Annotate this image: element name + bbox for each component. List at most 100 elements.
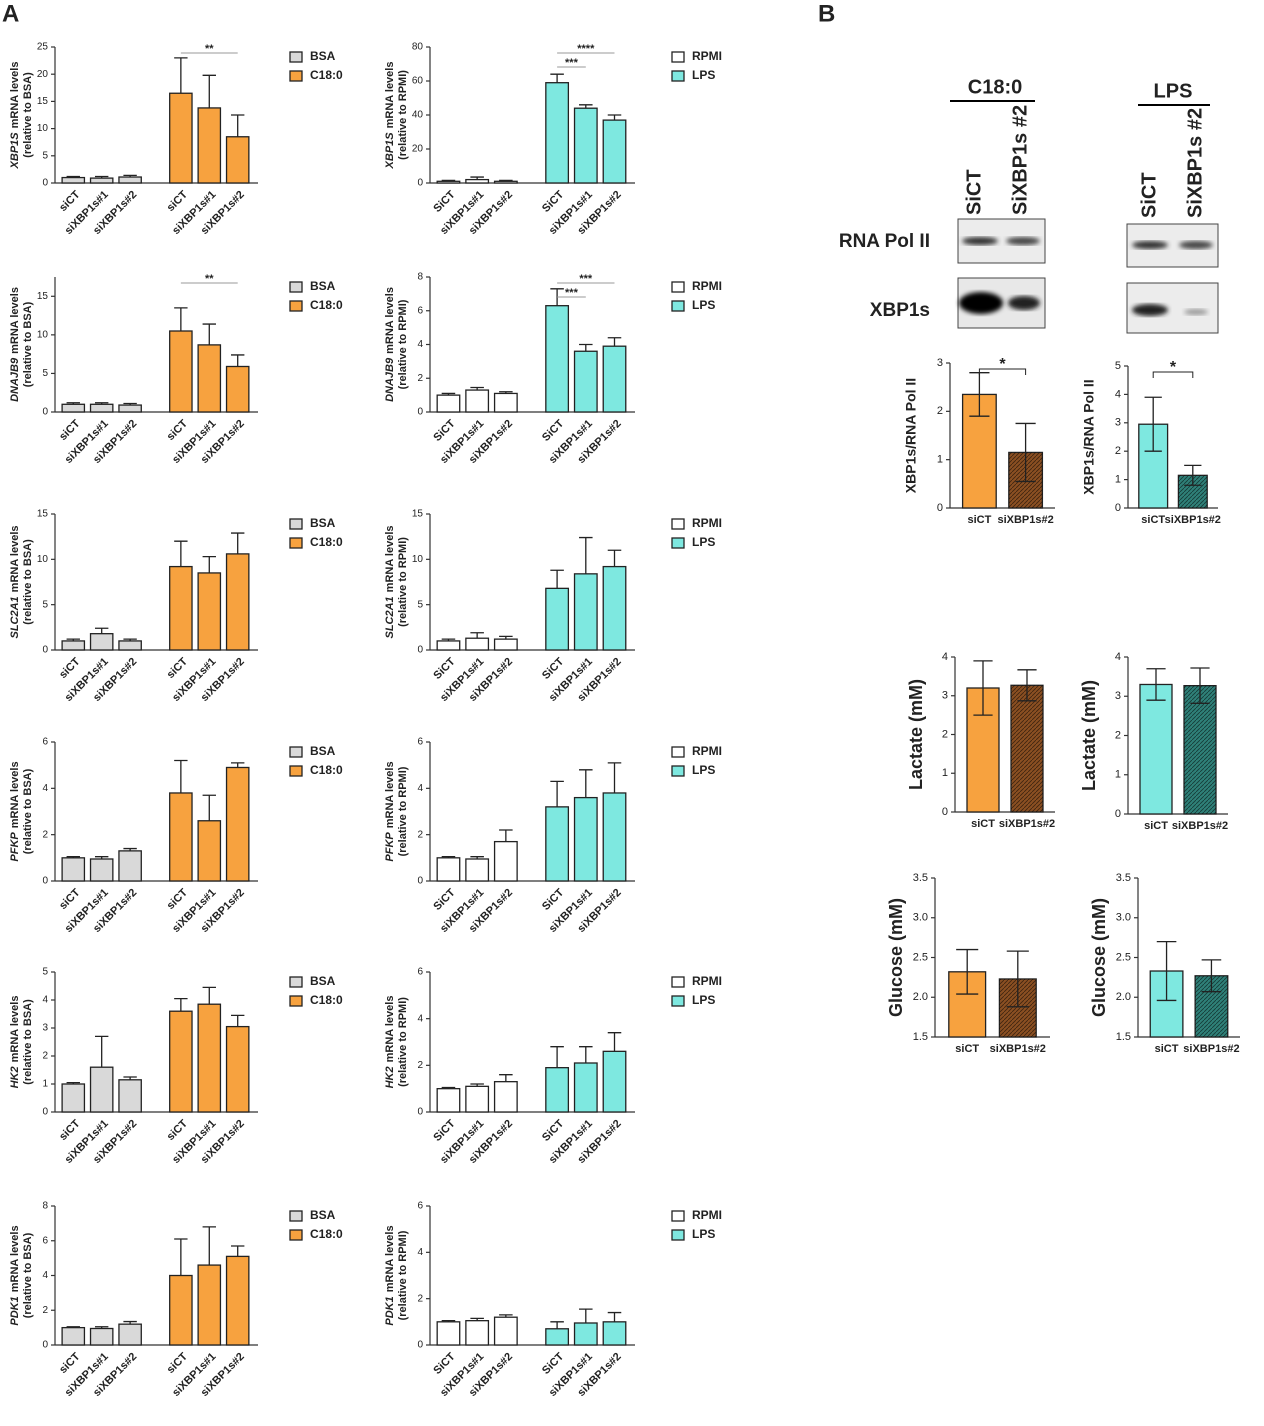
error-bar xyxy=(579,1308,593,1323)
bar xyxy=(169,792,193,882)
error-bar xyxy=(607,762,622,793)
y-tick-label: 80 xyxy=(412,42,424,53)
bar xyxy=(573,1322,598,1346)
error-bar xyxy=(579,769,593,798)
y-tick-label: 5 xyxy=(42,599,48,610)
error-bar xyxy=(66,402,80,405)
error-bar xyxy=(1006,950,1029,1008)
bar xyxy=(465,178,490,184)
y-tick-label: 2 xyxy=(417,1060,423,1071)
y-tick-label: 4 xyxy=(942,651,948,663)
error-bar xyxy=(550,1321,564,1329)
bar xyxy=(573,796,598,882)
gene-name: PFKP xyxy=(9,832,21,862)
bar xyxy=(493,1081,518,1113)
y-tick-label: 2 xyxy=(417,829,423,840)
x-tick-label: SiCT xyxy=(540,1350,566,1376)
error-bar xyxy=(499,635,513,640)
error-bar xyxy=(94,856,109,859)
error-bar xyxy=(1201,959,1222,993)
y-axis-label-text: mRNA levels xyxy=(384,996,396,1063)
x-tick-label: SiCT xyxy=(431,1117,457,1143)
y-tick-label: 60 xyxy=(412,76,424,87)
y-tick-label: 2.5 xyxy=(913,951,928,963)
legend-swatch xyxy=(289,518,303,530)
significance-line xyxy=(978,368,1027,375)
legend-label: RPMI xyxy=(692,516,722,530)
y-tick-label: 8 xyxy=(42,1201,48,1212)
x-tick-label: siCT xyxy=(1155,1043,1179,1055)
y-tick-label: 15 xyxy=(37,96,49,107)
y-axis-label-text: mRNA levels xyxy=(9,996,21,1063)
legend-label: C18:0 xyxy=(310,993,343,1007)
y-tick-label: 4 xyxy=(42,995,48,1006)
error-bar xyxy=(94,175,109,179)
y-tick-label: 4 xyxy=(417,1247,423,1258)
gene-name: PDK1 xyxy=(384,1296,396,1325)
y-tick-label: 10 xyxy=(412,554,424,565)
error-bar xyxy=(973,660,993,716)
legend-swatch xyxy=(671,70,685,82)
y-tick-label: 0 xyxy=(42,407,48,418)
bar xyxy=(493,840,518,882)
bar xyxy=(602,119,627,184)
x-tick-label: siCT xyxy=(1144,820,1168,832)
error-bar xyxy=(66,1326,80,1328)
y-tick-label: 1.5 xyxy=(913,1031,928,1043)
error-bar xyxy=(174,1238,188,1276)
bar xyxy=(465,1320,490,1346)
y-axis-label: Lactate (mM) xyxy=(906,679,926,790)
bar xyxy=(118,640,142,651)
legend-swatch xyxy=(289,1210,303,1222)
x-tick-label: SiCT xyxy=(431,655,457,681)
bar xyxy=(61,640,86,651)
x-tick-label: siCT xyxy=(165,188,191,214)
y-tick-label: 0 xyxy=(42,1107,48,1118)
y-axis-label: Glucose (mM) xyxy=(886,898,906,1017)
x-tick-label: siCT xyxy=(57,1117,83,1143)
error-bar xyxy=(550,1046,564,1068)
error-bar xyxy=(956,948,979,995)
y-tick-label: 0 xyxy=(42,645,48,656)
gene-name: PFKP xyxy=(384,832,396,862)
legend-swatch xyxy=(671,1229,685,1241)
error-bar xyxy=(470,856,484,859)
legend-label: BSA xyxy=(310,516,336,530)
gene-name: HK2 xyxy=(384,1066,396,1088)
error-bar xyxy=(202,986,216,1005)
legend-label: LPS xyxy=(692,68,715,82)
legend-label: LPS xyxy=(692,1227,715,1241)
legend-swatch xyxy=(671,281,685,293)
error-bar xyxy=(470,386,484,391)
y-tick-label: 2 xyxy=(42,1051,48,1062)
legend-swatch xyxy=(671,976,685,988)
bar xyxy=(493,180,518,184)
error-bar xyxy=(441,1086,456,1089)
y-tick-label: 5 xyxy=(42,967,48,978)
y-axis-label: Lactate (mM) xyxy=(1079,680,1099,791)
error-bar xyxy=(174,307,188,331)
y-tick-label: 3 xyxy=(1115,690,1121,702)
y-axis-label-text: mRNA levels xyxy=(9,761,21,828)
bar xyxy=(602,565,627,651)
y-axis-label-text: mRNA levels xyxy=(384,62,396,129)
x-tick-label: siCT xyxy=(57,188,83,214)
error-bar xyxy=(66,638,80,641)
bar xyxy=(118,176,142,184)
x-tick-label: SiCT xyxy=(431,886,457,912)
error-bar xyxy=(441,179,456,182)
y-tick-label: 0 xyxy=(42,876,48,887)
y-axis-label: Glucose (mM) xyxy=(1089,898,1109,1017)
error-bar xyxy=(499,179,513,182)
bar xyxy=(61,176,86,184)
gene-name: DNAJB9 xyxy=(9,357,21,402)
bar xyxy=(493,1316,518,1346)
y-axis-label: SLC2A1 mRNA levels xyxy=(384,525,396,638)
y-axis-label: XBP1S mRNA levels xyxy=(384,62,396,170)
y-tick-label: 5 xyxy=(42,150,48,161)
error-bar xyxy=(550,569,564,589)
legend-swatch xyxy=(671,765,685,777)
bar xyxy=(225,136,250,184)
error-bar xyxy=(231,1245,245,1257)
